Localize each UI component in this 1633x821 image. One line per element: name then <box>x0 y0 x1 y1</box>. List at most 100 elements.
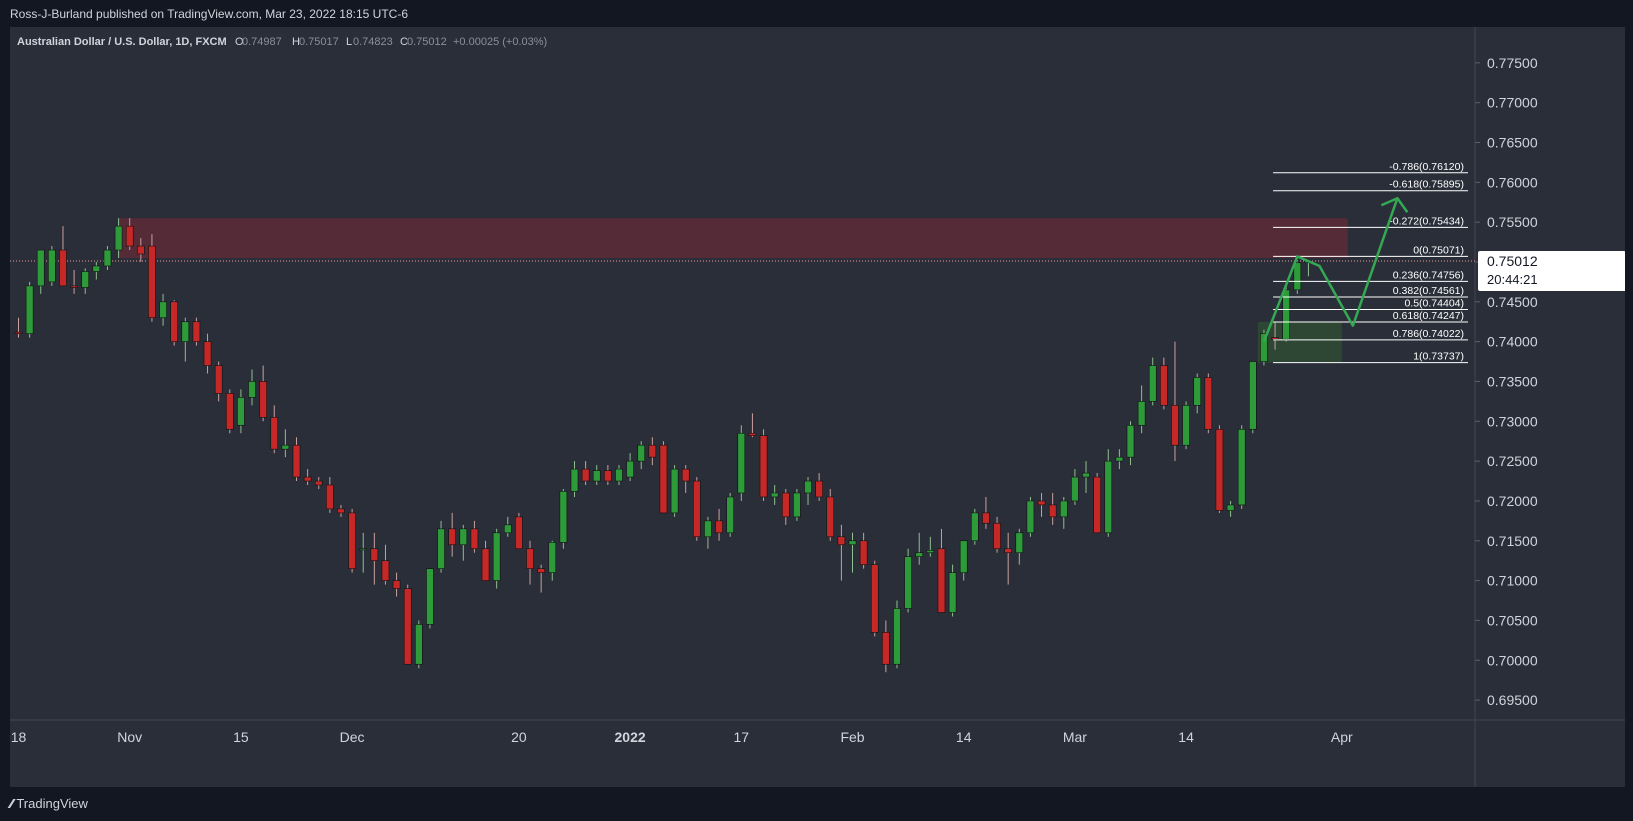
bearish-candle[interactable] <box>815 480 823 498</box>
bearish-candle[interactable] <box>348 512 356 569</box>
bearish-candle[interactable] <box>1037 500 1046 506</box>
bullish-candle[interactable] <box>615 468 623 482</box>
bullish-candle[interactable] <box>1137 401 1146 426</box>
chart-panel[interactable]: -0.786(0.76120) -0.618(0.75895) -0.272(0.7… <box>10 27 1625 787</box>
bearish-candle[interactable] <box>515 516 523 550</box>
bearish-candle[interactable] <box>448 528 456 546</box>
bearish-candle[interactable] <box>170 301 178 342</box>
bearish-candle[interactable] <box>882 632 890 665</box>
bullish-candle[interactable] <box>570 468 579 492</box>
bearish-candle[interactable] <box>781 492 790 518</box>
bullish-candle[interactable] <box>237 397 245 426</box>
bullish-candle[interactable] <box>181 321 190 342</box>
bullish-candle[interactable] <box>92 265 101 272</box>
tradingview-footer[interactable]: ⁄⁄ TradingView <box>10 796 88 811</box>
bearish-candle[interactable] <box>70 285 78 288</box>
bearish-candle[interactable] <box>759 435 768 498</box>
bullish-candle[interactable] <box>1260 333 1268 362</box>
bearish-candle[interactable] <box>481 548 490 581</box>
bearish-candle[interactable] <box>581 468 590 482</box>
bullish-candle[interactable] <box>704 520 712 538</box>
bearish-candle[interactable] <box>125 225 134 247</box>
projection-path[interactable] <box>1262 197 1399 343</box>
bearish-candle[interactable] <box>604 470 612 482</box>
bearish-candle[interactable] <box>392 580 401 589</box>
bullish-candle[interactable] <box>459 528 468 546</box>
bullish-candle[interactable] <box>893 608 901 665</box>
bearish-candle[interactable] <box>314 480 323 486</box>
bullish-candle[interactable] <box>915 552 924 558</box>
bullish-candle[interactable] <box>726 496 734 534</box>
bullish-candle[interactable] <box>281 444 290 450</box>
bearish-candle[interactable] <box>870 564 879 633</box>
bearish-candle[interactable] <box>148 245 156 319</box>
bullish-candle[interactable] <box>359 548 368 551</box>
bearish-candle[interactable] <box>993 522 1001 550</box>
bearish-candle[interactable] <box>303 476 312 482</box>
bearish-candle[interactable] <box>403 588 412 665</box>
bullish-candle[interactable] <box>1104 460 1113 534</box>
bearish-candle[interactable] <box>137 245 145 255</box>
bearish-candle[interactable] <box>659 444 668 514</box>
bearish-candle[interactable] <box>259 381 267 418</box>
bullish-candle[interactable] <box>81 271 90 288</box>
bearish-candle[interactable] <box>648 444 657 458</box>
time-axis[interactable]: 18 Nov 15 Dec 20 2022 17 Feb 14 Mar 14 Apr <box>11 729 1353 745</box>
bullish-candle[interactable] <box>548 542 557 573</box>
bearish-candle[interactable] <box>693 480 701 538</box>
price-chart[interactable]: -0.786(0.76120) -0.618(0.75895) -0.272(0.7… <box>10 27 1625 787</box>
bearish-candle[interactable] <box>1271 337 1279 340</box>
bullish-candle[interactable] <box>248 381 256 398</box>
bullish-candle[interactable] <box>48 249 56 283</box>
bullish-candle[interactable] <box>804 480 812 494</box>
bullish-candle[interactable] <box>114 225 123 251</box>
bullish-candle[interactable] <box>626 460 634 478</box>
bullish-candle[interactable] <box>159 301 167 319</box>
bullish-candle[interactable] <box>592 470 601 482</box>
bullish-candle[interactable] <box>737 432 746 494</box>
bullish-candle[interactable] <box>1026 500 1035 534</box>
bullish-candle[interactable] <box>971 512 979 542</box>
bullish-candle[interactable] <box>948 572 957 613</box>
bearish-candle[interactable] <box>526 548 534 569</box>
bearish-candle[interactable] <box>826 496 835 538</box>
price-axis[interactable]: 0.77500 0.77000 0.76500 0.76000 0.75500 0.750… <box>1475 55 1538 708</box>
bullish-candle[interactable] <box>1059 500 1068 518</box>
bearish-candle[interactable] <box>59 249 67 287</box>
bullish-candle[interactable] <box>1282 289 1290 340</box>
fibonacci-retracement[interactable]: -0.786(0.76120) -0.618(0.75895) -0.272(0.7… <box>1273 161 1468 364</box>
bullish-candle[interactable] <box>770 492 779 498</box>
bearish-candle[interactable] <box>715 520 723 534</box>
bearish-candle[interactable] <box>326 484 334 510</box>
bullish-candle[interactable] <box>1015 532 1024 554</box>
bearish-candle[interactable] <box>381 560 390 581</box>
bullish-candle[interactable] <box>25 285 34 334</box>
bearish-candle[interactable] <box>748 432 757 436</box>
bullish-candle[interactable] <box>1182 405 1190 446</box>
bearish-candle[interactable] <box>370 548 379 561</box>
bullish-candle[interactable] <box>437 528 445 569</box>
bullish-candle[interactable] <box>959 540 968 573</box>
bearish-candle[interactable] <box>337 508 345 514</box>
bullish-candle[interactable] <box>904 556 912 609</box>
bearish-candle[interactable] <box>1004 548 1012 554</box>
bearish-candle[interactable] <box>1160 365 1168 406</box>
bullish-candle[interactable] <box>559 491 568 543</box>
bearish-candle[interactable] <box>1215 428 1224 511</box>
bullish-candle[interactable] <box>1115 456 1124 462</box>
bullish-candle[interactable] <box>36 249 45 287</box>
bullish-candle[interactable] <box>1082 472 1090 478</box>
bearish-candle[interactable] <box>937 548 946 613</box>
bearish-candle[interactable] <box>1171 405 1179 446</box>
bullish-candle[interactable] <box>415 624 423 665</box>
bullish-candle[interactable] <box>1148 365 1157 402</box>
bearish-candle[interactable] <box>837 536 846 546</box>
bullish-candle[interactable] <box>426 568 434 625</box>
bullish-candle[interactable] <box>503 524 512 534</box>
bullish-candle[interactable] <box>103 249 112 267</box>
bullish-candle[interactable] <box>1071 476 1079 502</box>
bearish-candle[interactable] <box>537 568 545 573</box>
bullish-candle[interactable] <box>848 540 857 546</box>
bearish-candle[interactable] <box>270 417 279 450</box>
bearish-candle[interactable] <box>203 341 212 366</box>
